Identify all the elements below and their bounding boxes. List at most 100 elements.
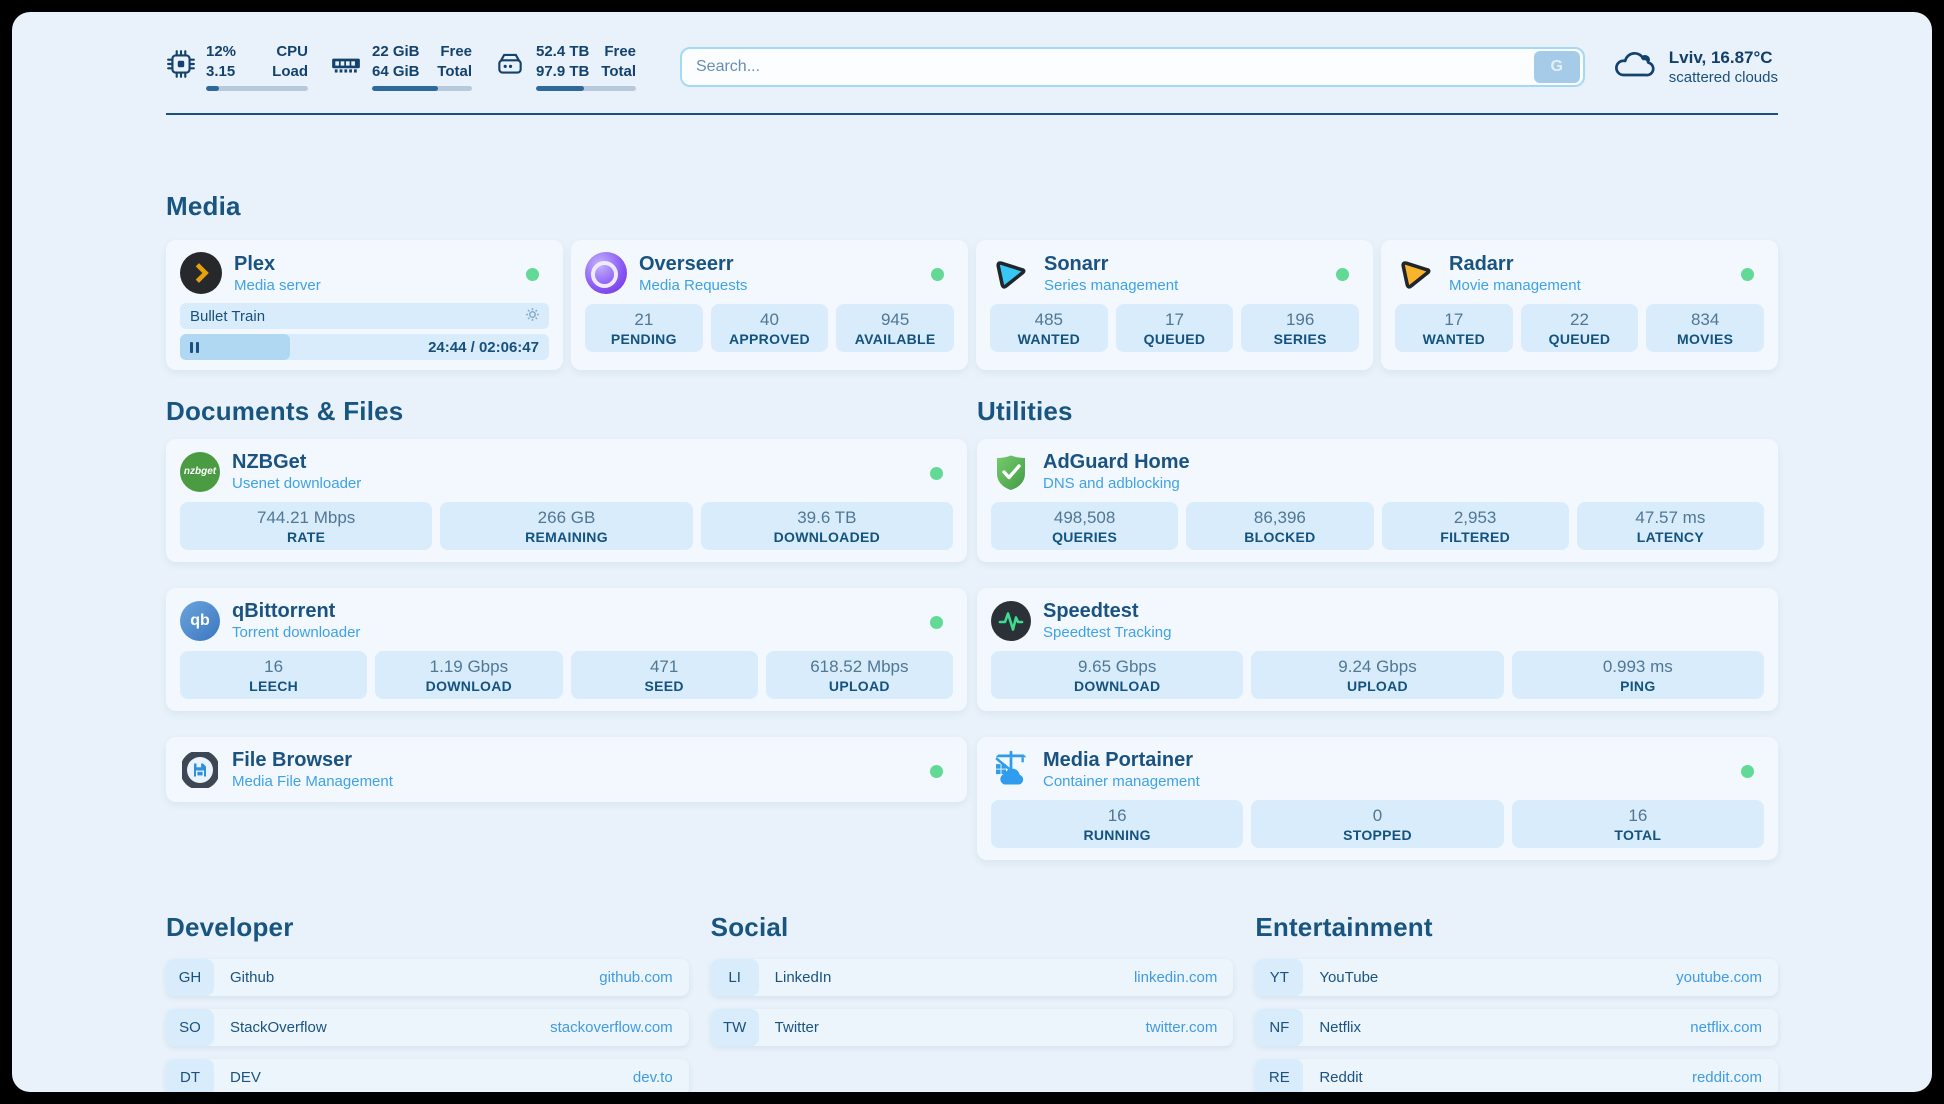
- link-name: Github: [230, 969, 275, 986]
- stat-chip: 0.993 ms PING: [1511, 651, 1764, 699]
- app-subtitle: Usenet downloader: [232, 475, 362, 492]
- link-url: github.com: [599, 969, 673, 986]
- cpu-stat: 12% 3.15 CPU Load: [166, 42, 308, 91]
- link-url: dev.to: [632, 1069, 673, 1086]
- link-row-reddit[interactable]: RE Reddit reddit.com: [1255, 1059, 1778, 1092]
- now-playing-row: Bullet Train: [180, 303, 549, 329]
- section-title-media: Media: [166, 191, 241, 221]
- app-card-adguard[interactable]: AdGuard Home DNS and adblocking 498,508 …: [977, 439, 1778, 562]
- app-title: Plex: [234, 252, 276, 275]
- cpu-label-top: CPU: [276, 43, 308, 60]
- stat-label: UPLOAD: [828, 677, 890, 694]
- now-playing-title: Bullet Train: [190, 307, 266, 325]
- search-input[interactable]: [680, 46, 1585, 87]
- link-name: Twitter: [774, 1019, 819, 1036]
- stat-value: 22: [1570, 309, 1589, 329]
- qbittorrent-icon: qb: [180, 600, 220, 641]
- link-badge: GH: [166, 959, 214, 996]
- stat-value: 17: [1165, 309, 1184, 329]
- stat-value: 16: [264, 656, 284, 676]
- playback-time: 24:44 / 02:06:47: [428, 338, 539, 356]
- app-title: NZBGet: [232, 451, 307, 473]
- links-column-social: Social LI LinkedIn linkedin.com TW Twitt…: [710, 912, 1234, 1046]
- weather-condition: scattered clouds: [1668, 69, 1778, 87]
- disk-total-value: 97.9 TB: [536, 62, 590, 80]
- app-card-sonarr[interactable]: Sonarr Series management 485 WANTED 17 Q…: [976, 240, 1373, 370]
- stat-label: MOVIES: [1677, 330, 1734, 347]
- radarr-icon: [1395, 252, 1437, 294]
- stat-label: QUEUED: [1143, 330, 1206, 347]
- stat-label: REMAINING: [525, 528, 608, 545]
- ram-progress-fill: [372, 86, 438, 91]
- stat-value: 485: [1034, 309, 1064, 329]
- memory-icon: [330, 49, 362, 84]
- stat-chip: 16 TOTAL: [1511, 800, 1764, 848]
- documents-column: Documents & Files nzbget NZBGet Usenet d…: [166, 396, 967, 802]
- gear-icon[interactable]: [524, 306, 541, 327]
- app-card-overseerr[interactable]: Overseerr Media Requests 21 PENDING 40 A…: [571, 240, 968, 370]
- app-subtitle: Media server: [234, 276, 321, 294]
- link-row-twitter[interactable]: TW Twitter twitter.com: [710, 1009, 1234, 1046]
- speedtest-icon: [991, 600, 1031, 641]
- link-badge: NF: [1255, 1009, 1304, 1046]
- weather-widget[interactable]: Lviv, 16.87°C scattered clouds: [1611, 47, 1778, 86]
- app-card-speedtest[interactable]: Speedtest Speedtest Tracking 9.65 Gbps D…: [977, 588, 1778, 711]
- stat-label: RATE: [287, 528, 326, 545]
- cpu-usage-value: 12%: [206, 43, 237, 60]
- link-row-github[interactable]: GH Github github.com: [166, 959, 689, 996]
- links-column-entertainment: Entertainment YT YouTube youtube.com NF …: [1255, 912, 1778, 1092]
- link-row-linkedin[interactable]: LI LinkedIn linkedin.com: [710, 959, 1234, 996]
- app-card-radarr[interactable]: Radarr Movie management 17 WANTED 22 QUE…: [1381, 240, 1778, 370]
- stat-label: SERIES: [1273, 330, 1327, 347]
- section-title-utilities: Utilities: [977, 396, 1073, 426]
- media-card-grid: Plex Media server Bullet Train 24:44 / 0…: [166, 240, 1778, 370]
- stat-label: BLOCKED: [1244, 528, 1316, 545]
- stat-chip: 618.52 Mbps UPLOAD: [765, 651, 953, 699]
- section-title-entertainment: Entertainment: [1255, 912, 1433, 942]
- app-title: qBittorrent: [232, 600, 336, 622]
- link-row-netflix[interactable]: NF Netflix netflix.com: [1255, 1009, 1778, 1046]
- cpu-progress-bar: [206, 86, 308, 91]
- stat-value: 86,396: [1253, 507, 1306, 527]
- stat-label: SEED: [644, 677, 684, 694]
- link-name: YouTube: [1319, 969, 1379, 986]
- stat-value: 744.21 Mbps: [257, 507, 356, 527]
- app-title: Radarr: [1449, 252, 1514, 275]
- app-subtitle: DNS and adblocking: [1043, 475, 1180, 492]
- disk-label-bottom: Total: [601, 62, 636, 80]
- stat-chip: 86,396 BLOCKED: [1186, 502, 1374, 550]
- portainer-icon: [991, 750, 1031, 790]
- link-name: Netflix: [1319, 1019, 1362, 1036]
- app-card-qbittorrent[interactable]: qb qBittorrent Torrent downloader 16 LEE…: [166, 588, 967, 711]
- app-subtitle: Container management: [1043, 773, 1200, 790]
- link-row-dev[interactable]: DT DEV dev.to: [166, 1059, 689, 1092]
- app-title: File Browser: [232, 749, 353, 771]
- app-title: Media Portainer: [1043, 749, 1194, 771]
- app-card-plex[interactable]: Plex Media server Bullet Train 24:44 / 0…: [166, 240, 563, 370]
- cpu-load-value: 3.15: [206, 62, 236, 80]
- status-dot-online: [1741, 268, 1754, 281]
- link-row-youtube[interactable]: YT YouTube youtube.com: [1255, 959, 1778, 996]
- stat-label: FILTERED: [1440, 528, 1511, 545]
- status-dot-online: [931, 268, 944, 281]
- stat-label: WANTED: [1422, 330, 1486, 347]
- stat-value: 17: [1444, 309, 1464, 329]
- utilities-column: Utilities AdGuard Home DNS and adblockin…: [977, 396, 1778, 860]
- link-row-stackoverflow[interactable]: SO StackOverflow stackoverflow.com: [166, 1009, 689, 1046]
- app-card-filebrowser[interactable]: File Browser Media File Management: [166, 737, 967, 802]
- stat-chip: 16 LEECH: [180, 651, 368, 699]
- stat-value: 2,953: [1453, 507, 1497, 527]
- section-title-social: Social: [710, 912, 789, 942]
- stat-label: STOPPED: [1343, 826, 1412, 843]
- playback-progress-fill: [180, 334, 290, 360]
- app-card-nzbget[interactable]: nzbget NZBGet Usenet downloader 744.21 M…: [166, 439, 967, 562]
- stat-chip: 21 PENDING: [585, 304, 703, 352]
- stat-value: 471: [649, 656, 679, 676]
- system-stats: 12% 3.15 CPU Load: [166, 42, 636, 91]
- stat-chip: 9.65 Gbps DOWNLOAD: [991, 651, 1244, 699]
- link-badge: RE: [1255, 1059, 1304, 1092]
- filebrowser-icon: [180, 750, 220, 790]
- search-engine-button[interactable]: G: [1533, 50, 1580, 83]
- app-title: AdGuard Home: [1043, 451, 1190, 473]
- app-card-portainer[interactable]: Media Portainer Container management 16 …: [977, 737, 1778, 860]
